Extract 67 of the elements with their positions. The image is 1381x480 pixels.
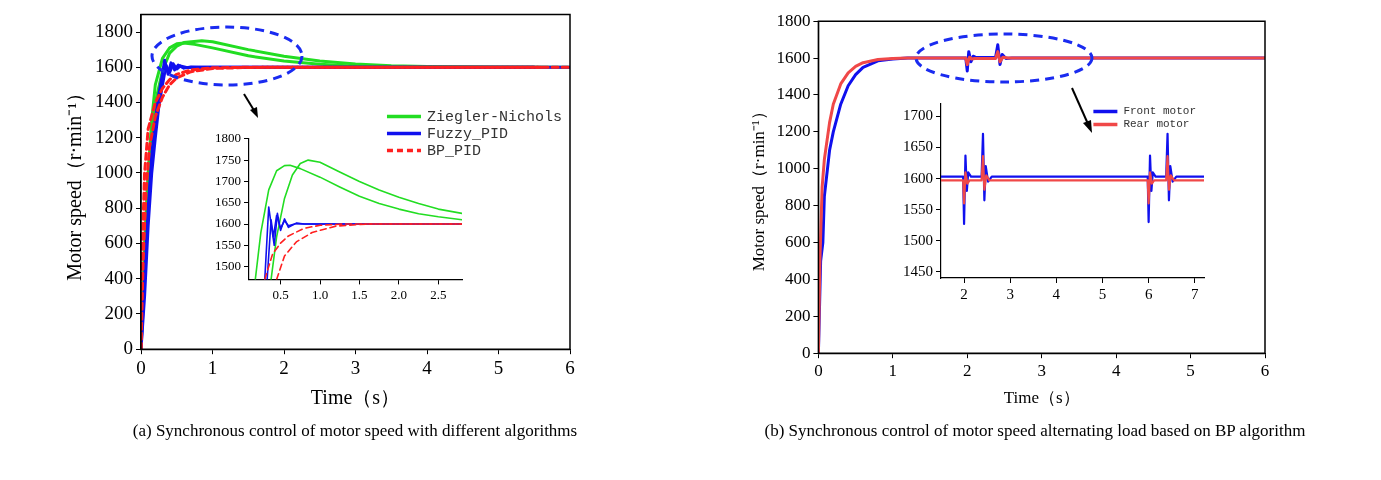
y-tick-label: 1750 bbox=[215, 151, 241, 167]
y-tick-label: 1800 bbox=[215, 130, 241, 146]
x-tick-label: 0.5 bbox=[272, 286, 289, 302]
legend-label: Front motor bbox=[1123, 105, 1197, 118]
y-tick-label: 1600 bbox=[776, 47, 811, 67]
legend-label: Ziegler-Nichols bbox=[426, 108, 563, 126]
y-tick-label: 200 bbox=[784, 305, 811, 325]
y-tick-label: 1700 bbox=[903, 107, 933, 124]
y-tick-label: 1800 bbox=[776, 10, 811, 30]
y-tick-label: 0 bbox=[123, 337, 133, 359]
y-tick-label: 400 bbox=[104, 266, 133, 288]
x-tick-label: 2.5 bbox=[430, 286, 447, 302]
y-tick-label: 1600 bbox=[95, 55, 133, 77]
y-tick-label: 1500 bbox=[903, 231, 933, 248]
y-tick-label: 800 bbox=[784, 195, 811, 215]
text: (a) Synchronous control of motor speed with different algorithms bbox=[131, 420, 579, 442]
y-tick-label: 1650 bbox=[215, 194, 241, 210]
x-tick-label: 3 bbox=[1037, 360, 1046, 380]
y-tick-label: 600 bbox=[104, 231, 133, 253]
y-tick-label: 1400 bbox=[95, 90, 133, 112]
legend-label: Rear motor bbox=[1123, 118, 1190, 131]
x-tick-label: 4 bbox=[1052, 285, 1061, 302]
y-tick-label: 1550 bbox=[903, 200, 933, 217]
y-tick-label: 1200 bbox=[95, 125, 133, 147]
x-tick-label: 3 bbox=[350, 356, 361, 378]
y-tick-label: 400 bbox=[784, 268, 811, 288]
x-axis-title: Time（s） bbox=[1003, 388, 1080, 408]
y-tick-label: 1500 bbox=[215, 258, 241, 274]
text: (b) Synchronous control of motor speed alternating load based on BP algorithm bbox=[763, 420, 1307, 442]
y-axis-title: Motor speed（r·min⁻¹） bbox=[748, 103, 768, 272]
y-tick-label: 600 bbox=[784, 232, 811, 251]
x-tick-label: 5 bbox=[1186, 360, 1195, 380]
x-tick-label: 6 bbox=[1260, 360, 1270, 380]
x-tick-label: 1.5 bbox=[351, 286, 368, 302]
x-tick-label: 1.0 bbox=[311, 286, 329, 302]
y-tick-label: 1550 bbox=[215, 236, 241, 252]
legend-label: Fuzzy_PID bbox=[426, 125, 508, 143]
x-tick-label: 4 bbox=[1111, 360, 1121, 380]
y-axis-title: Motor speed（r·min⁻¹） bbox=[63, 82, 87, 281]
y-tick-label: 1700 bbox=[215, 172, 241, 188]
y-tick-label: 200 bbox=[104, 301, 133, 323]
x-tick-label: 7 bbox=[1191, 285, 1200, 302]
x-tick-label: 2.0 bbox=[390, 286, 408, 302]
x-tick-label: 2 bbox=[963, 360, 972, 380]
y-tick-label: 800 bbox=[104, 196, 133, 218]
x-tick-label: 2 bbox=[960, 285, 968, 302]
x-tick-label: 6 bbox=[565, 356, 575, 378]
x-tick-label: 5 bbox=[1098, 285, 1107, 302]
y-tick-label: 1200 bbox=[776, 121, 811, 141]
y-tick-label: 1400 bbox=[776, 84, 811, 104]
y-tick-label: 1800 bbox=[95, 20, 133, 42]
x-tick-label: 1 bbox=[207, 356, 218, 378]
x-tick-label: 1 bbox=[888, 360, 898, 380]
y-tick-label: 1650 bbox=[903, 138, 933, 155]
x-axis-title: Time（s） bbox=[310, 386, 401, 409]
legend-label: BP_PID bbox=[426, 142, 481, 160]
y-tick-label: 0 bbox=[801, 342, 811, 362]
y-tick-label: 1450 bbox=[903, 262, 933, 279]
x-tick-label: 6 bbox=[1144, 285, 1153, 302]
x-tick-label: 3 bbox=[1006, 285, 1014, 302]
y-tick-label: 1600 bbox=[215, 215, 241, 231]
x-tick-label: 2 bbox=[279, 356, 289, 378]
y-tick-label: 1000 bbox=[95, 160, 133, 182]
x-tick-label: 5 bbox=[493, 356, 504, 378]
x-tick-label: 4 bbox=[422, 356, 433, 378]
y-tick-label: 1000 bbox=[776, 158, 811, 178]
y-tick-label: 1600 bbox=[903, 169, 933, 186]
